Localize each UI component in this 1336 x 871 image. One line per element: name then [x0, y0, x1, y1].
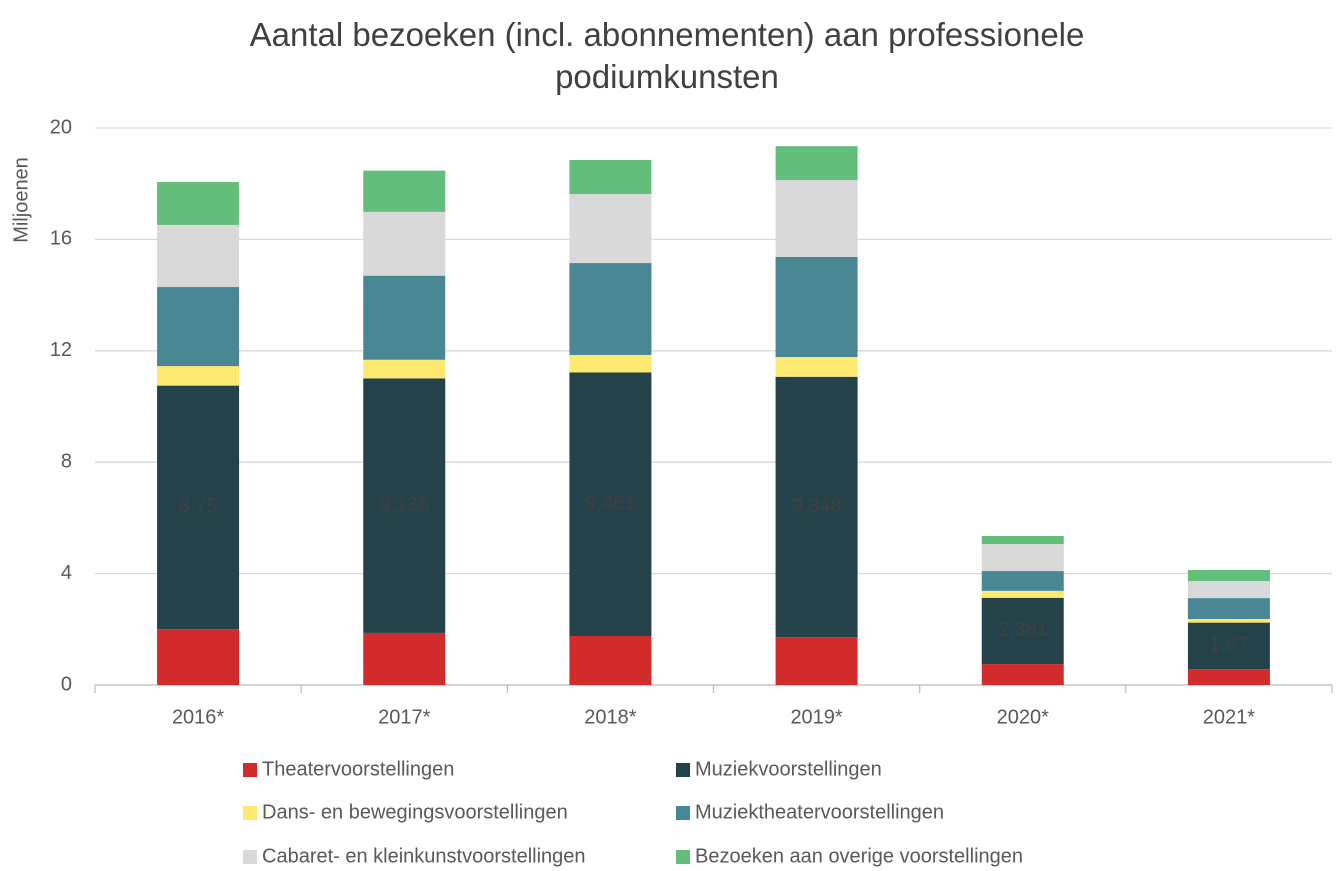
bar-segment	[363, 359, 446, 379]
legend-label: Muziekvoorstellingen	[695, 758, 882, 780]
bar-segment	[569, 354, 652, 373]
bar-segment	[157, 385, 240, 630]
legend-swatch	[243, 806, 257, 820]
bar-segment	[775, 637, 858, 685]
legend-label: Theatervoorstellingen	[262, 758, 454, 780]
x-tick-label: 2017*	[378, 706, 430, 728]
legend-swatch	[676, 850, 690, 864]
y-tick-label: 4	[61, 562, 72, 584]
x-tick-label: 2016*	[172, 706, 224, 728]
bar-segment	[157, 287, 240, 367]
bar-segment	[775, 180, 858, 258]
x-tick-label: 2018*	[584, 706, 636, 728]
legend-swatch	[243, 763, 257, 777]
y-tick-label: 8	[61, 450, 72, 472]
legend-label: Muziektheatervoorstellingen	[695, 801, 944, 823]
x-tick-label: 2020*	[997, 706, 1049, 728]
bar-segment	[157, 629, 240, 685]
legend-swatch	[676, 763, 690, 777]
bar-segment	[981, 597, 1064, 665]
data-label: 2,381	[998, 619, 1048, 641]
bar-segment	[569, 193, 652, 264]
bar-segment	[363, 378, 446, 633]
bar-segment	[981, 590, 1064, 598]
data-label: 9,461	[585, 493, 635, 515]
bar-segment	[981, 664, 1064, 685]
legend-swatch	[243, 850, 257, 864]
x-tick-label: 2021*	[1203, 706, 1255, 728]
bar-segment	[1187, 569, 1270, 582]
y-tick-label: 0	[61, 673, 72, 695]
bar-segment	[1187, 581, 1270, 599]
bar-segment	[981, 544, 1064, 572]
data-label: 8,75	[179, 496, 218, 518]
data-label: 9,348	[792, 495, 842, 517]
y-tick-label: 16	[50, 228, 72, 250]
legend-swatch	[676, 806, 690, 820]
bar-segment	[1187, 598, 1270, 619]
data-label: 9,138	[379, 494, 429, 516]
bar-segment	[157, 224, 240, 288]
bar-segment	[363, 170, 446, 212]
bar-segment	[569, 635, 652, 685]
bar-segment	[569, 263, 652, 355]
bar-segment	[569, 372, 652, 636]
bar-segment	[1187, 618, 1270, 623]
bar-segment	[981, 535, 1064, 545]
bar-segment	[363, 275, 446, 360]
bar-segment	[157, 182, 240, 225]
data-label: 1,67	[1209, 634, 1248, 656]
chart-title: Aantal bezoeken (incl. abonnementen) aan…	[249, 16, 1085, 95]
bar-segment	[775, 356, 858, 377]
bar-segment	[157, 366, 240, 386]
y-axis-label: Miljoenen	[10, 157, 32, 243]
legend-label: Dans- en bewegingsvoorstellingen	[262, 801, 568, 823]
bar-segment	[981, 571, 1064, 591]
bar-segment	[1187, 622, 1270, 670]
y-tick-label: 20	[50, 116, 72, 138]
bar-segment	[569, 159, 652, 194]
bar-segment	[775, 376, 858, 638]
bar-segment	[775, 146, 858, 181]
bar-segment	[775, 257, 858, 357]
legend-label: Bezoeken aan overige voorstellingen	[695, 845, 1023, 867]
bar-segment	[363, 211, 446, 276]
y-tick-label: 12	[50, 339, 72, 361]
legend-label: Cabaret- en kleinkunstvoorstellingen	[262, 845, 586, 867]
bar-segment	[363, 632, 446, 685]
bar-segment	[1187, 669, 1270, 685]
x-tick-label: 2019*	[790, 706, 842, 728]
